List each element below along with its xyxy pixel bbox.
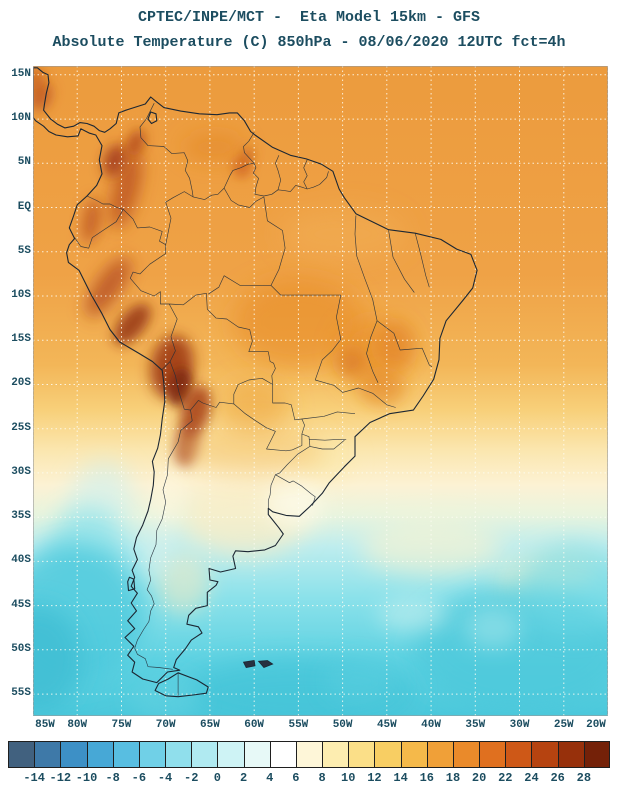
lat-label-25S: 25S: [11, 421, 31, 434]
colorbar-tick-label: -12: [49, 771, 72, 785]
lon-label-50W: 50W: [332, 719, 353, 731]
colorbar-segment: [426, 741, 453, 768]
colorbar-tick-label: 16: [419, 771, 434, 785]
colorbar-tick-label: 28: [576, 771, 592, 785]
lat-label-10N: 10N: [11, 112, 31, 125]
colorbar-segment: [165, 741, 192, 768]
lat-label-20S: 20S: [11, 377, 31, 390]
lon-label-85W: 85W: [35, 719, 55, 731]
colorbar-segment: [505, 741, 532, 768]
lon-label-60W: 60W: [244, 719, 265, 731]
lat-label-30S: 30S: [11, 465, 31, 478]
colorbar-segment: [112, 741, 139, 768]
lat-label-5N: 5N: [17, 156, 31, 169]
colorbar-segment: [295, 741, 323, 768]
colorbar-tick-label: 14: [393, 771, 408, 785]
colorbar-tick-label: -4: [157, 771, 173, 785]
lat-label-45S: 45S: [11, 598, 31, 611]
colorbar-tick-label: -2: [184, 771, 199, 785]
colorbar-segment: [34, 741, 61, 768]
lat-label-40S: 40S: [11, 554, 31, 567]
colorbar-tick-label: 4: [266, 771, 274, 785]
colorbar-tick-label: 6: [292, 771, 300, 785]
colorbar-segment: [348, 741, 375, 768]
colorbar-tick-label: 26: [550, 771, 565, 785]
colorbar-tick-label: 2: [239, 771, 248, 785]
colorbar-segment: [452, 741, 480, 768]
lon-label-70W: 70W: [155, 719, 176, 731]
lon-label-35W: 35W: [465, 719, 486, 731]
lat-label-55S: 55S: [11, 687, 31, 700]
page-title: CPTEC/INPE/MCT - Eta Model 15km - GFS: [137, 9, 481, 26]
colorbar-tick-label: -14: [23, 771, 45, 785]
colorbar-segment: [479, 741, 506, 768]
colorbar-tick-label: -10: [75, 771, 98, 785]
south-america-temperature-map: [33, 66, 608, 716]
colorbar-segment: [322, 741, 349, 768]
colorbar-segment: [60, 741, 87, 768]
lat-label-15N: 15N: [11, 67, 31, 80]
lat-label-35S: 35S: [11, 510, 31, 523]
colorbar-tick-label: 20: [471, 771, 487, 785]
colorbar-segment: [400, 741, 427, 768]
lon-label-45W: 45W: [376, 719, 397, 731]
lon-label-30W: 30W: [509, 719, 530, 731]
colorbar-tick-label: 10: [341, 771, 356, 785]
colorbar-segment: [138, 741, 166, 768]
colorbar-tick-label: 8: [318, 771, 326, 785]
page-subtitle: Absolute Temperature (C) 850hPa - 08/06/…: [52, 34, 566, 51]
colorbar-tick-label: 24: [524, 771, 539, 785]
lon-label-65W: 65W: [200, 719, 220, 731]
lon-label-20W: 20W: [586, 719, 606, 731]
lat-label-15S: 15S: [11, 333, 31, 346]
lat-label-50S: 50S: [11, 642, 31, 655]
colorbar-segment: [583, 741, 610, 768]
colorbar-tick-label: 22: [498, 771, 513, 785]
lon-label-80W: 80W: [67, 719, 88, 731]
colorbar-segment: [243, 741, 270, 768]
colorbar-segment: [217, 741, 244, 768]
colorbar-segment: [374, 741, 401, 768]
colorbar-segment: [557, 741, 584, 768]
colorbar-segment: [86, 741, 113, 768]
colorbar: -14 -12 -10 -8 -6 -4 -2 0 2 4 6 8 10 12 14 16 18 20 22 24 26…: [8, 741, 610, 801]
lat-label-5S: 5S: [17, 244, 31, 257]
colorbar-tick-label: 0: [213, 771, 221, 785]
colorbar-segment: [269, 741, 296, 768]
colorbar-segment: [191, 741, 218, 768]
lat-label-10S: 10S: [11, 289, 31, 301]
lon-label-25W: 25W: [553, 719, 574, 731]
lon-label-40W: 40W: [421, 719, 441, 731]
colorbar-tick-label: -6: [131, 771, 147, 785]
colorbar-segment: [8, 741, 35, 768]
colorbar-tick-label: 18: [445, 771, 461, 785]
colorbar-tick-label: 12: [367, 771, 382, 785]
lat-label-EQ: EQ: [17, 200, 31, 213]
lon-label-75W: 75W: [111, 719, 132, 731]
colorbar-tick-label: -8: [105, 771, 120, 785]
lon-label-55W: 55W: [288, 719, 309, 731]
colorbar-segment: [531, 741, 558, 768]
